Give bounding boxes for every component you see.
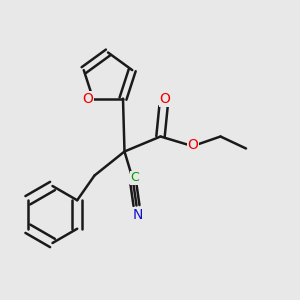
Text: N: N xyxy=(132,208,142,222)
Text: O: O xyxy=(160,92,170,106)
Text: O: O xyxy=(188,138,198,152)
Text: C: C xyxy=(130,171,139,184)
Text: O: O xyxy=(82,92,93,106)
